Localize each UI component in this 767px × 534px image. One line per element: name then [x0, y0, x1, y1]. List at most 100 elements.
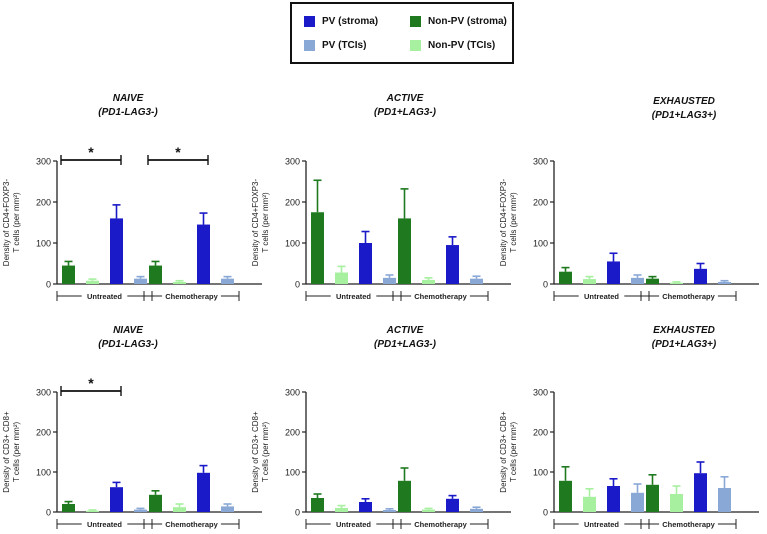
chart-title: EXHAUSTED [653, 96, 715, 107]
bar [718, 281, 731, 284]
bar [221, 506, 234, 512]
legend-swatch [410, 16, 421, 27]
bar [173, 507, 186, 512]
chart-subtitle: (PD1+LAG3+) [652, 110, 717, 121]
bar [398, 480, 411, 512]
group-label-bg [81, 290, 128, 302]
bar [631, 277, 644, 284]
y-tick-label: 100 [533, 468, 548, 478]
chart-panel-6: EXHAUSTED (PD1+LAG3+) 0 100 200 300 Density of… [499, 325, 759, 530]
bar [559, 480, 572, 512]
y-tick-label: 200 [533, 428, 548, 438]
y-axis-label: Density of CD4+FOXP3- [251, 178, 260, 266]
bar [646, 278, 659, 284]
group-label-bg [162, 290, 221, 302]
group-label: Untreated [336, 292, 371, 301]
group-label: Untreated [87, 292, 122, 301]
group-label-bg [330, 518, 377, 530]
bar [197, 472, 210, 512]
bar [86, 280, 99, 284]
y-axis-label: T cells (per mm²) [261, 422, 270, 483]
legend-label: PV (stroma) [322, 16, 379, 27]
bar [383, 277, 396, 284]
group-label-bg [411, 290, 470, 302]
chart-panel-3: EXHAUSTED (PD1+LAG3+) 0 100 200 300 Density of… [499, 96, 759, 302]
y-tick-label: 300 [36, 157, 51, 167]
group-label: Untreated [584, 292, 619, 301]
chart-title: ACTIVE [386, 325, 424, 336]
bar [559, 271, 572, 284]
y-axis-label: Density of CD3+ CD8+ [499, 411, 508, 493]
group-label: Chemotherapy [662, 520, 715, 529]
bar [134, 278, 147, 284]
bar [335, 508, 348, 512]
y-tick-label: 200 [36, 428, 51, 438]
bar [311, 498, 324, 512]
bar [62, 265, 75, 284]
chart-title: EXHAUSTED [653, 325, 715, 336]
y-axis-label: T cells (per mm²) [509, 192, 518, 253]
legend-label: PV (TCIs) [322, 40, 367, 51]
bar [670, 282, 683, 284]
significance-star: * [88, 375, 94, 391]
bar [718, 488, 731, 512]
chart-title: NAIVE [113, 93, 144, 104]
legend-swatch [410, 40, 421, 51]
bar [134, 509, 147, 512]
bar [631, 492, 644, 512]
chart-panel-1: NAIVE (PD1-LAG3-) 0 100 200 300 Density of CD4… [2, 93, 262, 302]
bar [173, 281, 186, 284]
y-tick-label: 200 [285, 428, 300, 438]
group-label-bg [578, 290, 625, 302]
bar [359, 243, 372, 284]
chart-subtitle: (PD1+LAG3+) [652, 339, 717, 350]
group-label-bg [330, 290, 377, 302]
y-tick-label: 300 [36, 388, 51, 398]
bar [62, 504, 75, 512]
legend-item-pv-tcis: PV (TCIs) [304, 40, 366, 51]
group-label-bg [81, 518, 128, 530]
y-tick-label: 0 [543, 508, 548, 518]
y-tick-label: 0 [295, 508, 300, 518]
group-label: Chemotherapy [414, 520, 467, 529]
bar [694, 268, 707, 284]
y-tick-label: 100 [36, 239, 51, 249]
group-label-bg [411, 518, 470, 530]
y-axis-label: Density of CD3+ CD8+ [251, 411, 260, 493]
bar [646, 484, 659, 512]
group-label: Untreated [87, 520, 122, 529]
chart-subtitle: (PD1+LAG3-) [374, 107, 437, 118]
y-axis-label: T cells (per mm²) [12, 422, 21, 483]
chart-panel-5: ACTIVE (PD1+LAG3-) 0 100 200 300 Density of CD… [251, 325, 511, 530]
bar [583, 496, 596, 512]
legend-item-nonpv-stroma: Non-PV (stroma) [410, 16, 507, 27]
legend-item-nonpv-tcis: Non-PV (TCIs) [410, 40, 495, 51]
group-label: Chemotherapy [165, 292, 218, 301]
bar [694, 473, 707, 512]
group-label-bg [578, 518, 625, 530]
bar [583, 279, 596, 284]
group-label-bg [659, 518, 718, 530]
bar [607, 261, 620, 284]
y-tick-label: 100 [285, 239, 300, 249]
bar [221, 278, 234, 284]
y-axis-label: Density of CD4+FOXP3- [2, 178, 11, 266]
group-label: Untreated [584, 520, 619, 529]
bar [86, 510, 99, 512]
y-tick-label: 100 [285, 468, 300, 478]
bar [110, 218, 123, 284]
y-tick-label: 0 [543, 280, 548, 290]
y-tick-label: 100 [533, 239, 548, 249]
legend-swatch [304, 40, 315, 51]
y-axis-label: Density of CD4+FOXP3- [499, 178, 508, 266]
significance-star: * [88, 144, 94, 160]
bar [197, 224, 210, 284]
y-tick-label: 200 [533, 198, 548, 208]
y-tick-label: 200 [36, 198, 51, 208]
group-label: Untreated [336, 520, 371, 529]
chart-subtitle: (PD1-LAG3-) [98, 339, 158, 350]
bar [383, 510, 396, 512]
y-axis-label: T cells (per mm²) [261, 192, 270, 253]
bar [470, 278, 483, 284]
